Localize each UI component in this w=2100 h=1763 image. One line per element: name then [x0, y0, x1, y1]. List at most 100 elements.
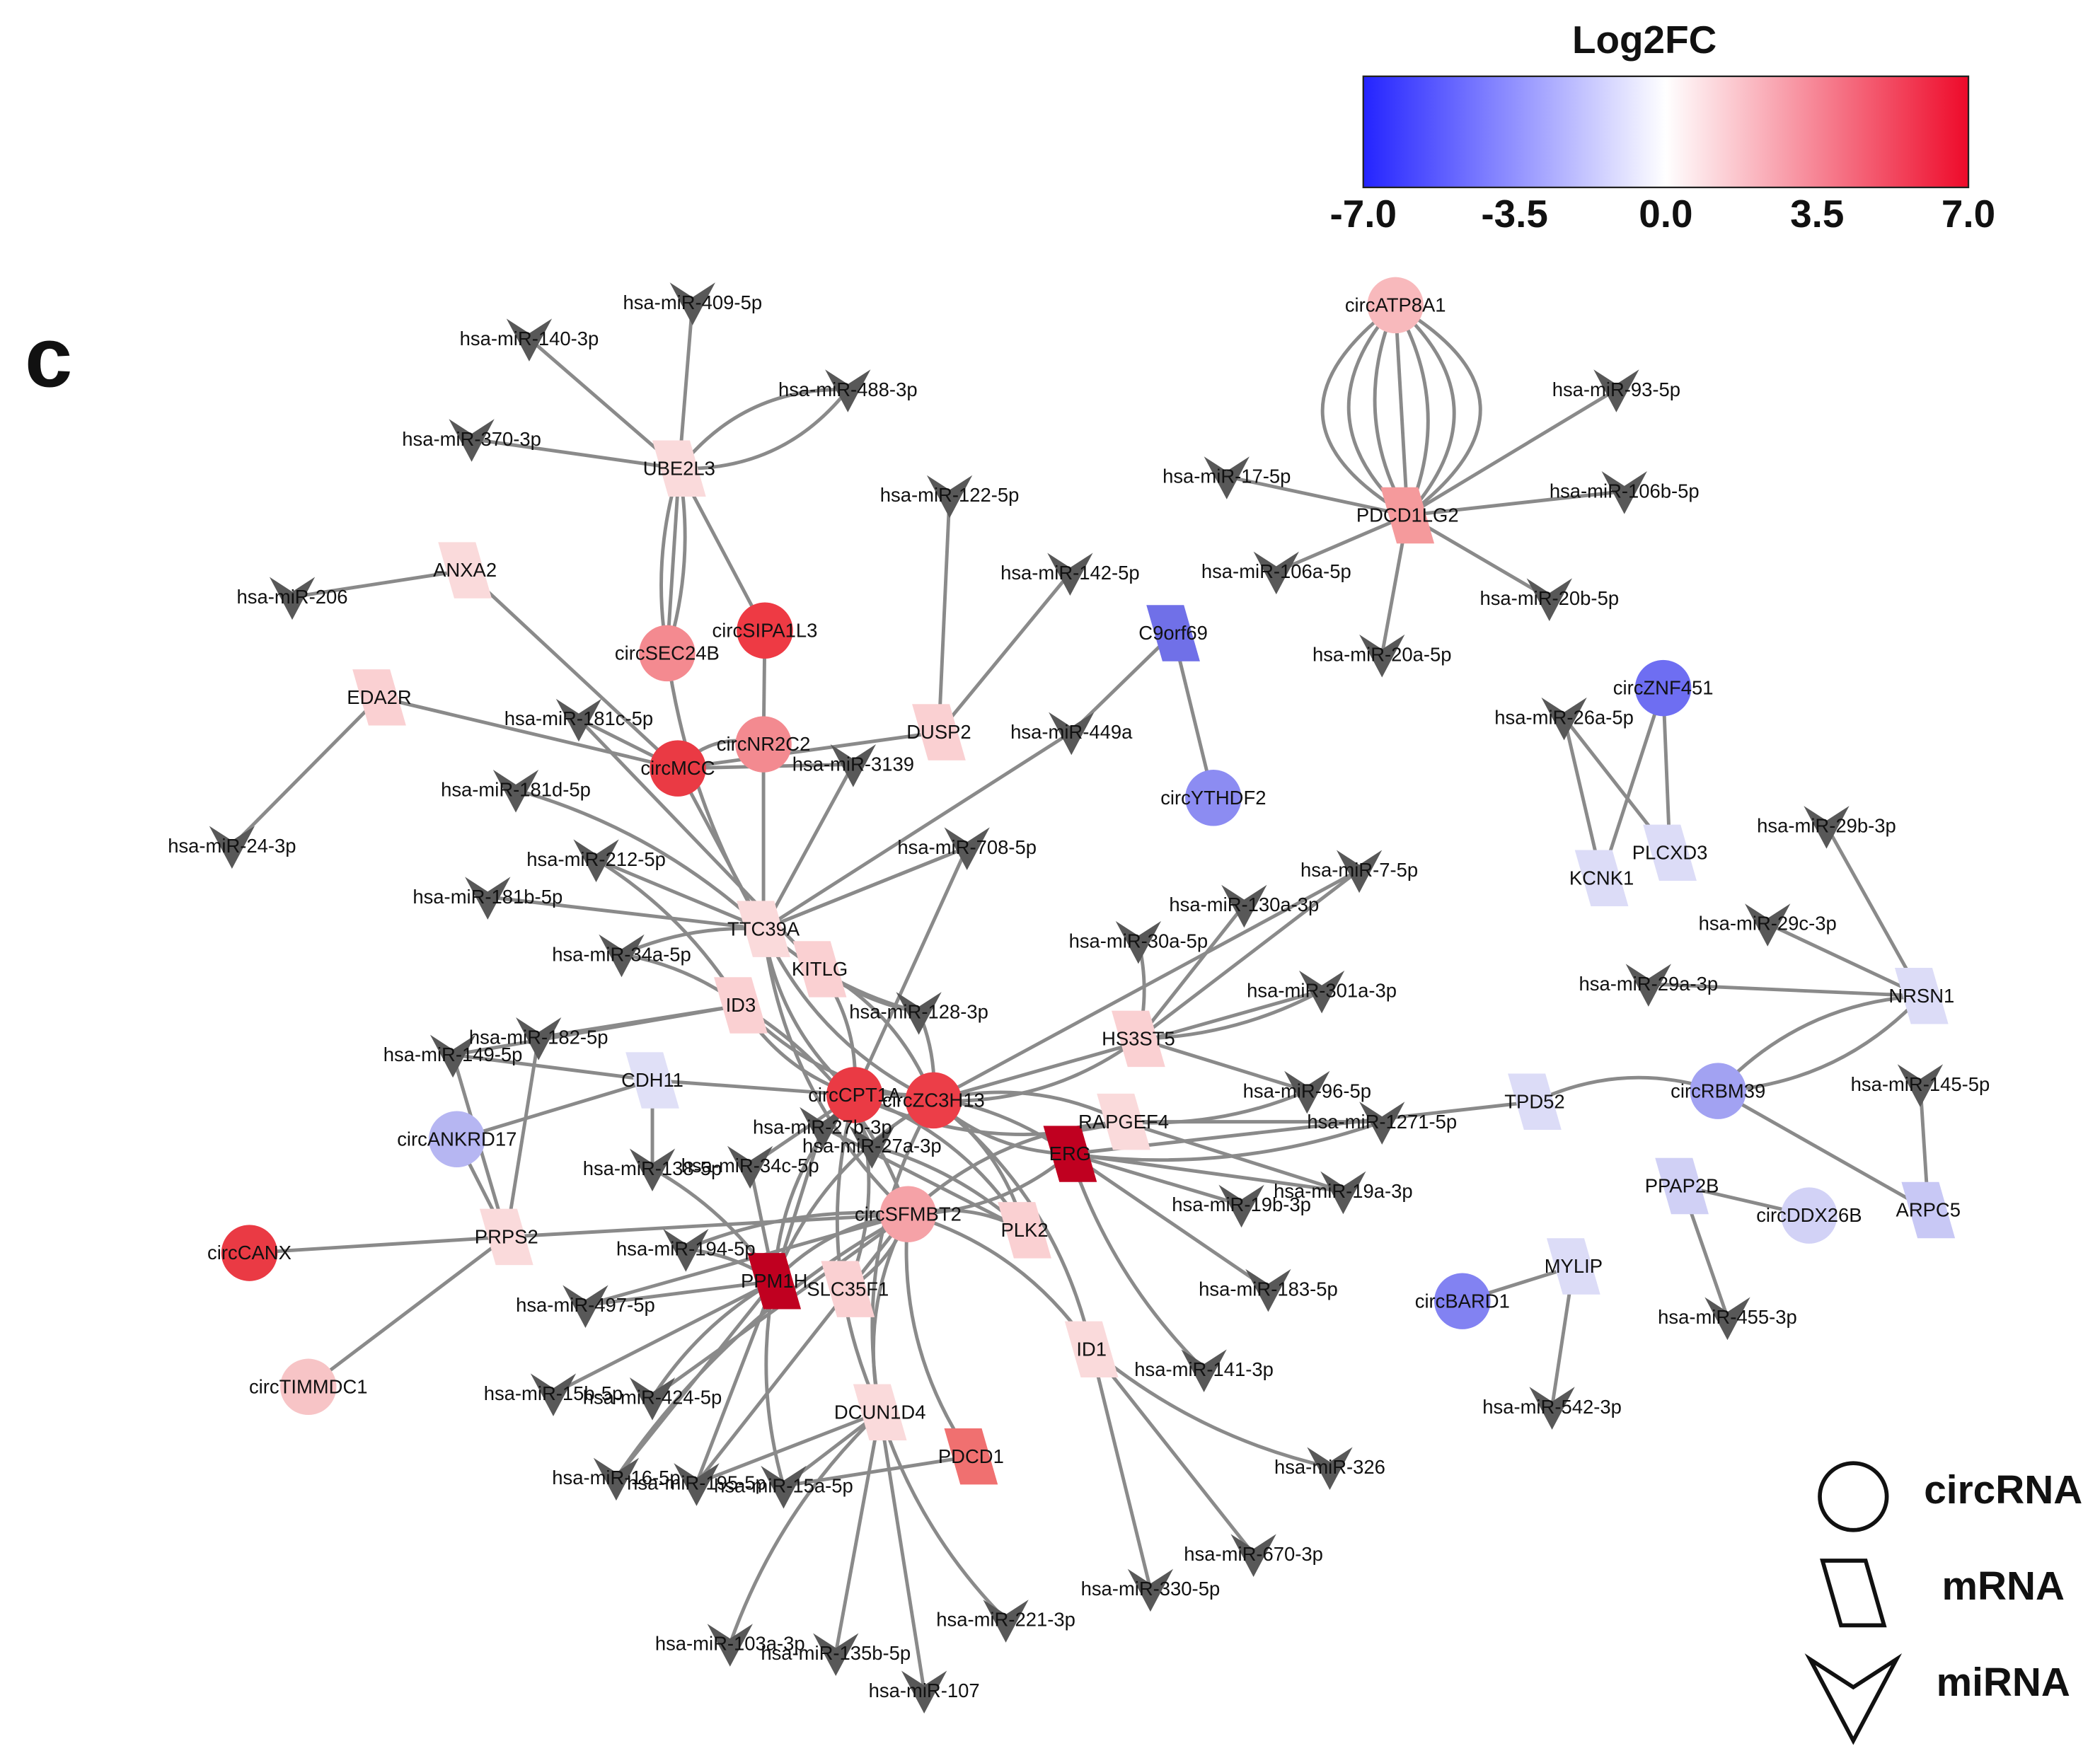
edge — [552, 1279, 775, 1395]
edge — [695, 1280, 776, 1484]
edge — [1717, 994, 1922, 1092]
node-label: TTC39A — [727, 918, 800, 940]
circrna-node — [1367, 277, 1424, 334]
edge — [907, 1212, 1093, 1351]
circrna-node — [429, 1111, 485, 1167]
mrna-node — [652, 440, 706, 497]
node-label: hsa-miR-122-5p — [880, 484, 1020, 506]
circrna-node — [639, 625, 696, 682]
node-label: ERG — [1049, 1143, 1091, 1164]
node-label: hsa-miR-1271-5p — [1307, 1111, 1457, 1133]
edge — [1138, 1036, 1308, 1093]
mrna-node — [1574, 850, 1629, 907]
mirna-node — [901, 1670, 947, 1713]
edge — [1069, 1152, 1242, 1207]
mirna-node — [1526, 578, 1572, 621]
edge — [677, 388, 848, 470]
mirna-node — [1704, 1297, 1750, 1341]
circrna-node — [1185, 770, 1242, 826]
edge — [452, 1003, 742, 1057]
mrna-node — [1043, 1126, 1097, 1182]
mirna-node — [1284, 1070, 1330, 1114]
node-label: circYTHDF2 — [1160, 787, 1266, 809]
mirna-node — [926, 475, 973, 519]
mrna-node — [1655, 1157, 1709, 1215]
edge — [1090, 1348, 1331, 1469]
colorbar-tick-label: 3.5 — [1790, 192, 1844, 236]
mirna-node — [1218, 1184, 1264, 1228]
node-label: hsa-miR-181c-5p — [504, 707, 653, 729]
node-label: hsa-miR-409-5p — [623, 291, 762, 313]
mirna-node — [530, 1373, 577, 1416]
node-label: hsa-miR-29a-3p — [1579, 973, 1718, 995]
edge — [1717, 1089, 1929, 1212]
node-label: circDDX26B — [1756, 1204, 1862, 1226]
edge — [933, 1037, 1140, 1103]
mirna-node — [1320, 1171, 1366, 1215]
node-label: KITLG — [792, 958, 848, 980]
circrna-node — [279, 1358, 337, 1416]
node-label: hsa-miR-106b-5p — [1550, 480, 1700, 502]
node-label: hsa-miR-370-3p — [402, 428, 541, 450]
node-label: hsa-miR-449a — [1010, 721, 1133, 743]
node-label: hsa-miR-3139 — [792, 753, 914, 775]
edge — [1138, 989, 1323, 1041]
node-label: hsa-miR-130a-3p — [1169, 894, 1319, 915]
circrna-node — [735, 716, 792, 773]
mrna-node — [1112, 1010, 1165, 1068]
edge — [1137, 868, 1361, 1041]
mirna-node — [449, 419, 495, 462]
edge — [878, 1411, 926, 1692]
node-label: circNR2C2 — [717, 733, 811, 755]
node-label: circANKRD17 — [397, 1128, 517, 1150]
mrna-node — [1901, 1181, 1956, 1239]
circrna-node — [879, 1186, 937, 1242]
mirna-node — [669, 282, 715, 325]
node-label: circTIMMDC1 — [249, 1375, 368, 1397]
node-label: hsa-miR-29b-3p — [1757, 815, 1896, 837]
node-label: hsa-miR-96-5p — [1243, 1080, 1371, 1102]
mrna-node — [479, 1208, 533, 1266]
legend-label: mRNA — [1942, 1564, 2065, 1609]
edge — [1648, 982, 1922, 998]
node-label: hsa-miR-135b-5p — [761, 1642, 911, 1664]
node-label: EDA2R — [347, 686, 411, 708]
edge — [1718, 995, 1923, 1093]
node-label: circSFMBT2 — [855, 1203, 962, 1225]
mirna-node — [1127, 1568, 1174, 1612]
mirna-node — [1298, 970, 1345, 1014]
node-label: PDCD1 — [938, 1445, 1004, 1467]
mrna-node — [998, 1202, 1051, 1259]
edge — [1394, 304, 1482, 517]
node-label: circCANX — [207, 1242, 292, 1264]
edge — [878, 1411, 1008, 1622]
edge — [904, 1213, 973, 1458]
node-label: hsa-miR-140-3p — [460, 328, 599, 349]
node-label: hsa-miR-206 — [237, 586, 348, 608]
shape-legend: circRNA mRNA miRNA — [1804, 1461, 2082, 1745]
node-label: hsa-miR-26a-5p — [1494, 706, 1634, 728]
node-label: hsa-miR-424-5p — [583, 1387, 722, 1409]
node-label: hsa-miR-103a-3p — [655, 1633, 805, 1655]
mirna-node — [674, 1463, 720, 1506]
node-label: hsa-miR-16-5p — [552, 1467, 680, 1489]
node-label: hsa-miR-149-5p — [383, 1044, 523, 1065]
mirna-node — [465, 877, 511, 920]
edge — [307, 1235, 508, 1389]
mrna-node — [944, 1428, 998, 1485]
mirna-node — [1601, 471, 1647, 514]
node-label: hsa-miR-301a-3p — [1247, 979, 1397, 1001]
node-label: circSIPA1L3 — [712, 619, 818, 641]
mrna-node — [1380, 487, 1435, 544]
mrna-node — [438, 542, 492, 599]
edge — [762, 730, 1073, 931]
mirna-node — [1625, 964, 1671, 1007]
mrna-node — [912, 704, 966, 761]
mirna-node — [1359, 1102, 1405, 1145]
edge — [1320, 304, 1409, 517]
edge — [685, 1210, 908, 1251]
node-label: circATP8A1 — [1345, 294, 1446, 316]
mrna-node — [1064, 1321, 1119, 1378]
node-label: circCPT1A — [808, 1084, 901, 1106]
